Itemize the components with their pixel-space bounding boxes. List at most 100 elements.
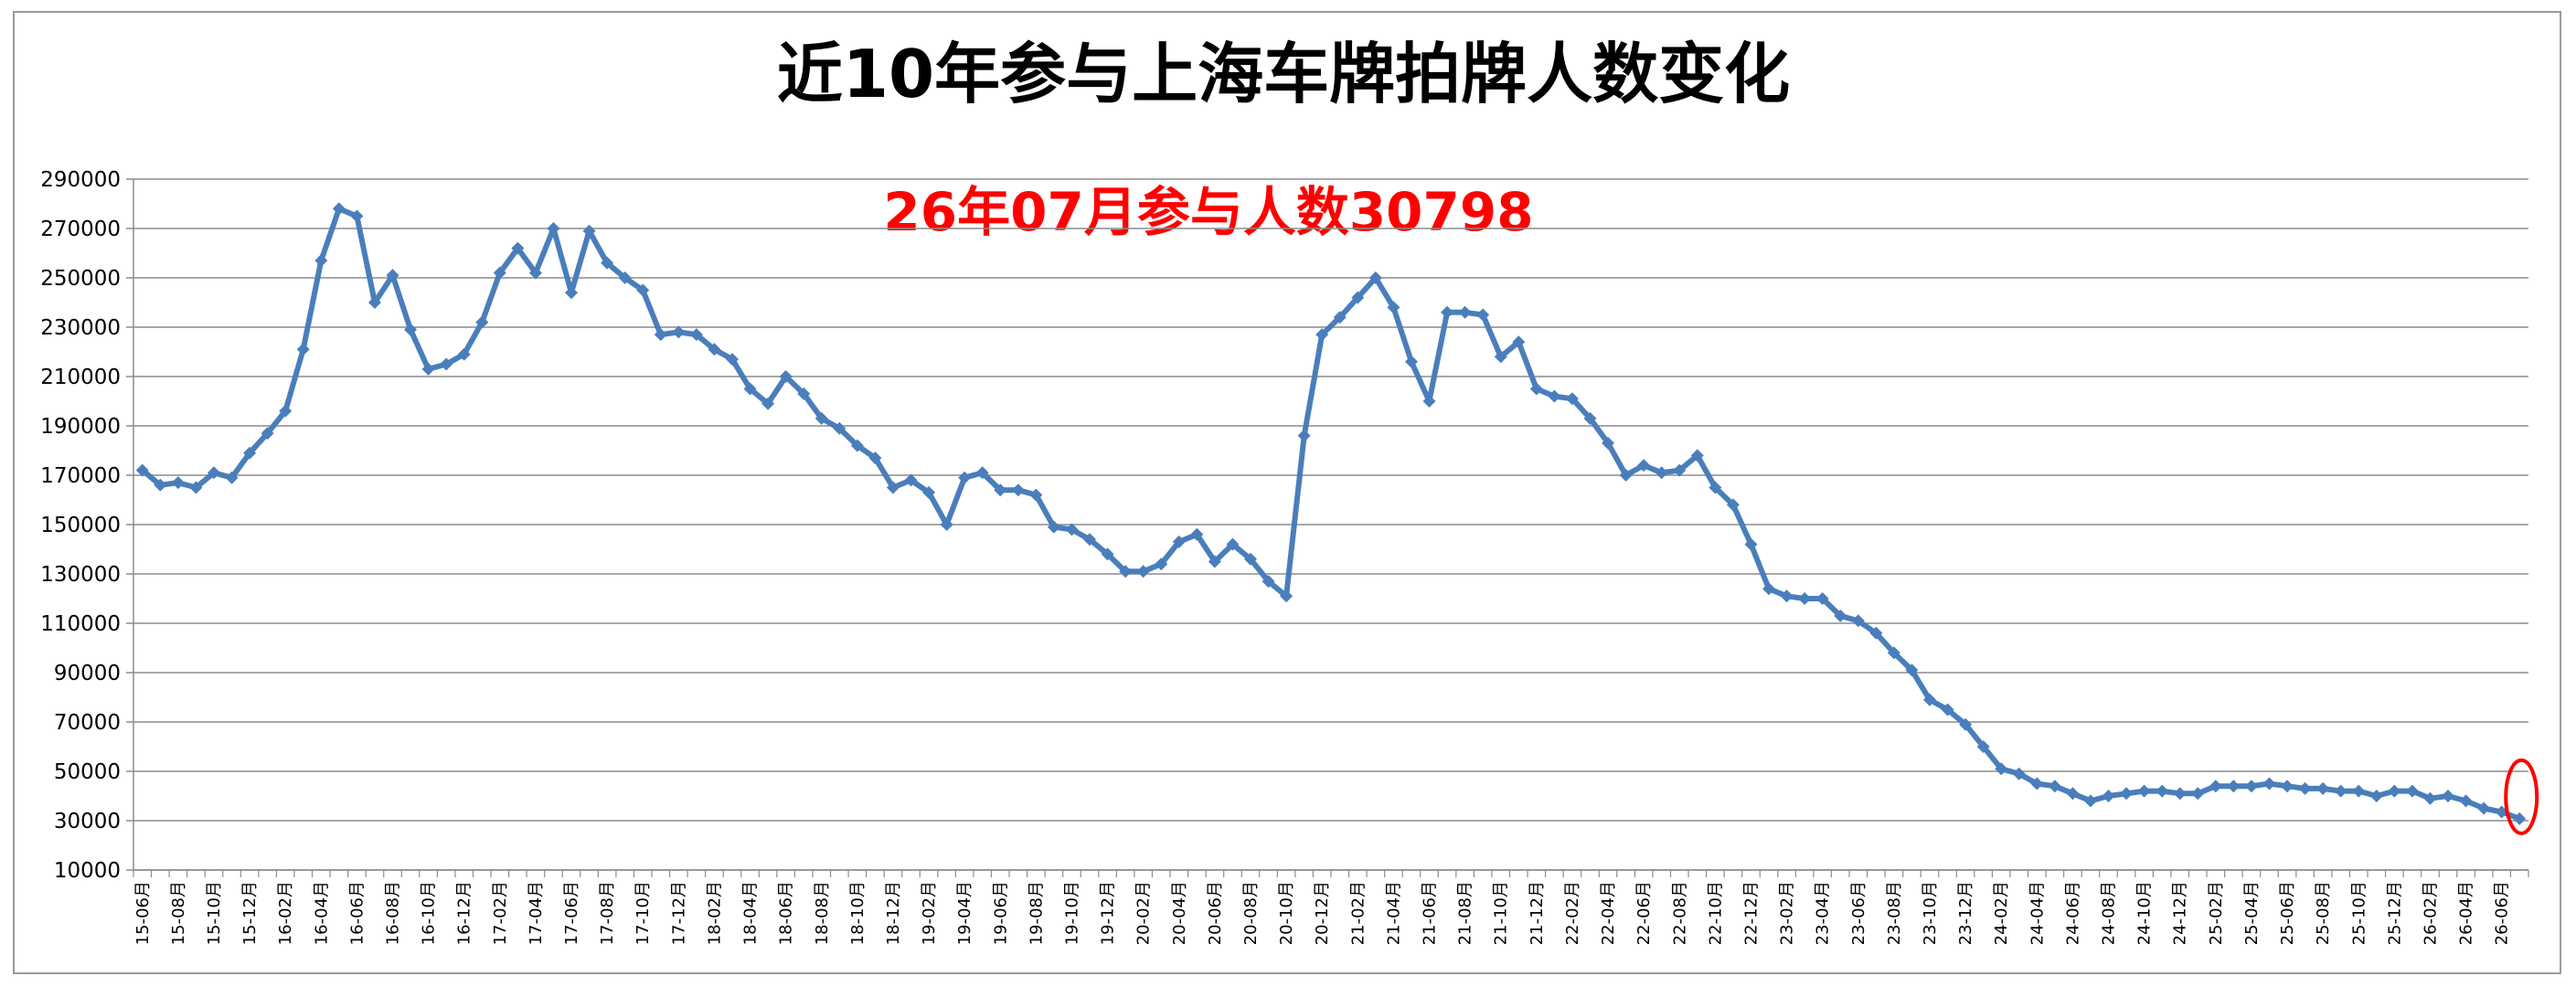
data-point — [1529, 382, 1543, 396]
data-point — [1172, 535, 1186, 548]
data-point — [296, 343, 310, 356]
chart-annotation: 26年07月参与人数30798 — [883, 181, 1533, 243]
series-polyline — [140, 206, 2521, 822]
data-point — [601, 256, 614, 270]
x-tick-label: 23-08月 — [1885, 881, 1904, 945]
y-tick-label: 10000 — [54, 859, 121, 883]
x-tick-label: 25-08月 — [2314, 881, 2333, 945]
x-tick-label: 21-06月 — [1421, 881, 1440, 945]
y-tick-label: 270000 — [40, 218, 121, 241]
x-tick-label: 18-06月 — [777, 881, 796, 945]
data-point — [1673, 463, 1687, 477]
data-point — [1976, 740, 1990, 753]
data-point — [1368, 271, 1382, 284]
data-point — [511, 241, 525, 255]
x-tick-label: 17-06月 — [562, 881, 581, 945]
data-point — [1726, 498, 1740, 512]
x-tick-label: 26-04月 — [2457, 881, 2476, 945]
data-point — [1441, 305, 1454, 319]
data-point — [314, 254, 328, 268]
data-point — [2405, 784, 2419, 798]
data-point — [457, 347, 471, 361]
y-tick-label: 170000 — [40, 464, 121, 488]
data-point — [565, 286, 579, 300]
x-tick-label: 22-02月 — [1563, 881, 1582, 945]
data-point — [2156, 784, 2169, 798]
x-tick-label: 24-02月 — [1992, 881, 2011, 945]
data-point — [1047, 520, 1060, 534]
x-tick-label: 15-08月 — [169, 881, 188, 945]
data-point — [779, 370, 793, 383]
x-tick-label: 25-10月 — [2349, 881, 2368, 945]
data-point — [1261, 575, 1275, 589]
chart-frame: 近10年参与上海车牌拍牌人数变化 26年07月参与人数30798 10000 30… — [13, 11, 2561, 974]
x-tick-label: 20-12月 — [1313, 881, 1332, 945]
data-point — [708, 343, 721, 356]
data-point — [1923, 693, 1936, 706]
data-point — [761, 397, 775, 410]
data-point — [1422, 395, 1436, 408]
data-point — [154, 478, 167, 492]
x-tick-label: 22-06月 — [1634, 881, 1654, 945]
data-point — [386, 269, 399, 282]
gridlines — [133, 178, 2528, 871]
data-point — [547, 222, 560, 235]
latest-point-circle — [2504, 758, 2539, 835]
data-point — [171, 476, 185, 490]
x-tick-label: 21-12月 — [1528, 881, 1547, 945]
data-point — [1297, 429, 1311, 442]
data-point — [1905, 663, 1919, 677]
x-tick-label: 26-06月 — [2493, 881, 2512, 945]
data-point — [743, 382, 757, 396]
data-point — [279, 404, 293, 418]
x-tick-label: 22-08月 — [1670, 881, 1689, 945]
data-point — [1065, 523, 1079, 536]
data-point — [2120, 787, 2134, 801]
data-point — [440, 357, 453, 371]
data-point — [2012, 767, 2026, 780]
y-tick-label: 250000 — [40, 267, 121, 291]
y-tick-label: 230000 — [40, 316, 121, 340]
data-point — [1029, 488, 1043, 502]
data-point — [493, 266, 506, 280]
data-point — [618, 271, 632, 284]
data-point — [189, 481, 203, 494]
data-point — [1351, 291, 1365, 304]
data-point — [261, 427, 274, 440]
x-tick-label: 15-10月 — [205, 881, 224, 945]
x-tick-label: 19-12月 — [1099, 881, 1118, 945]
data-point — [1226, 537, 1240, 551]
data-point — [1387, 301, 1400, 314]
data-point — [2191, 787, 2205, 801]
data-point — [1851, 614, 1865, 628]
data-point — [1333, 311, 1347, 324]
x-tick-label: 25-06月 — [2278, 881, 2297, 945]
data-point — [2423, 791, 2437, 805]
x-tick-label: 17-12月 — [669, 881, 688, 945]
x-tick-label: 16-06月 — [347, 881, 367, 945]
y-tick-label: 110000 — [40, 612, 121, 636]
x-tick-label: 16-08月 — [384, 881, 403, 945]
x-tick-label: 23-10月 — [1921, 881, 1940, 945]
data-point — [868, 451, 882, 465]
data-point — [225, 471, 239, 484]
y-tick-label: 30000 — [54, 810, 121, 833]
data-point — [958, 471, 972, 484]
latest-point-highlight — [2504, 758, 2539, 835]
data-point — [797, 387, 811, 400]
data-point — [2513, 812, 2527, 825]
x-tick-label: 17-08月 — [598, 881, 617, 945]
data-point — [2477, 801, 2491, 815]
x-tick-label: 18-04月 — [741, 881, 761, 945]
x-tick-label: 19-06月 — [991, 881, 1010, 945]
data-point — [1959, 717, 1973, 731]
x-tick-label: 17-10月 — [633, 881, 653, 945]
y-tick-label: 130000 — [40, 563, 121, 587]
data-point — [350, 209, 364, 223]
data-point — [2352, 784, 2366, 798]
data-point — [2334, 784, 2347, 798]
data-point — [2102, 790, 2115, 802]
x-axis: 15-06月 15-08月 15-10月 15-12月 16-02月 16-04月 16-0… — [133, 869, 2529, 945]
data-point — [582, 224, 596, 238]
x-tick-label: 24-10月 — [2135, 881, 2155, 945]
